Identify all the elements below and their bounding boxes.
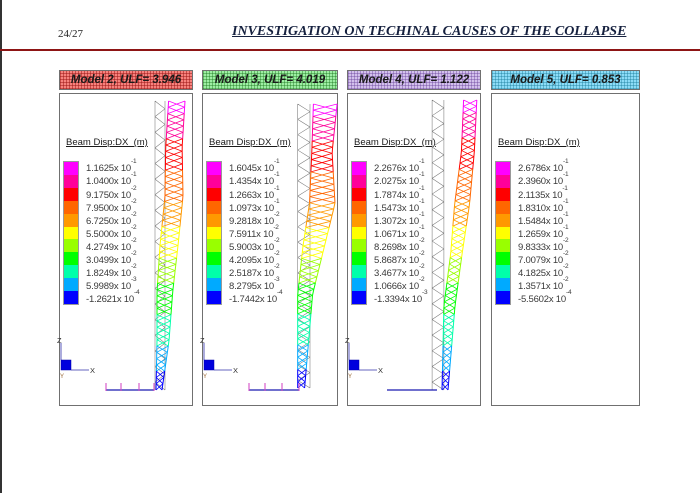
svg-text:Z: Z <box>200 336 205 345</box>
svg-text:Y: Y <box>60 374 64 380</box>
svg-text:Y: Y <box>203 374 207 380</box>
svg-text:Z: Z <box>57 336 62 345</box>
svg-text:Z: Z <box>345 336 350 345</box>
svg-text:X: X <box>233 366 238 375</box>
svg-text:X: X <box>90 366 95 375</box>
svg-text:X: X <box>378 366 383 375</box>
svg-text:Y: Y <box>348 374 352 380</box>
